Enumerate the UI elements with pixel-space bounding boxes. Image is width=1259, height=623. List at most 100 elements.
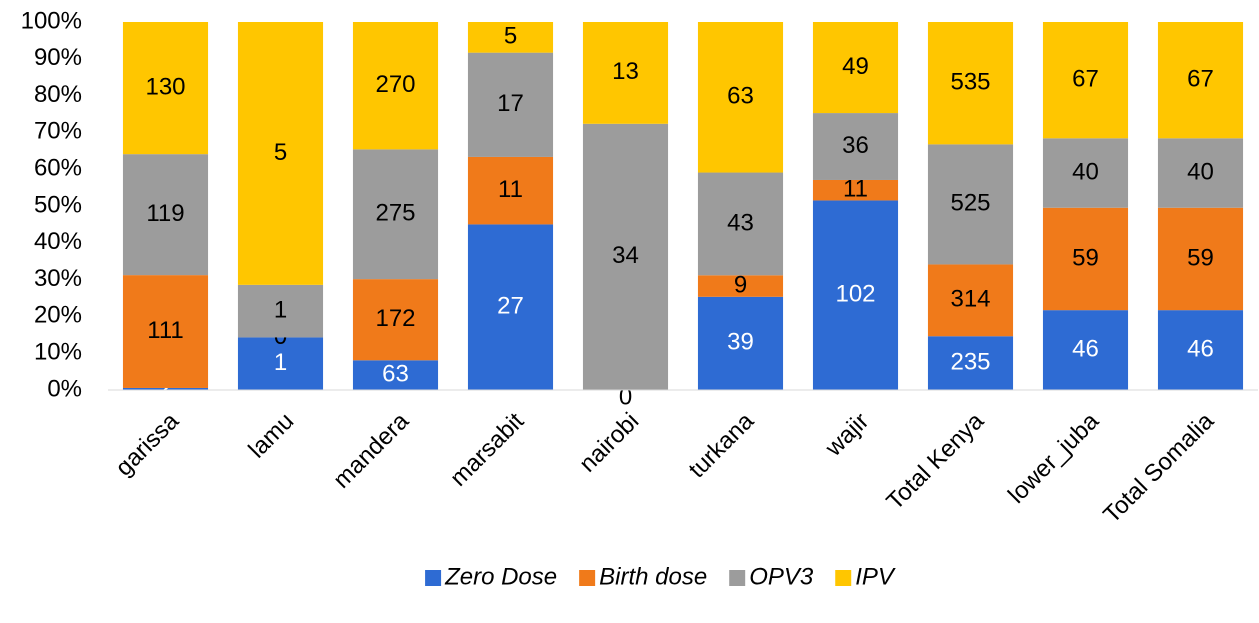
bar-segment: [237, 284, 324, 338]
x-tick-label: lower_juba: [1003, 407, 1105, 509]
data-label: 27: [497, 293, 524, 320]
x-tick-label: nairobi: [574, 408, 644, 478]
bar-segment: [582, 123, 669, 390]
data-label: 111: [147, 317, 183, 344]
legend-swatch: [729, 570, 746, 586]
bar-segment: [237, 337, 324, 390]
bar-segment: [812, 179, 899, 201]
bar-segment: [697, 22, 784, 173]
data-label: 39: [727, 329, 754, 356]
data-label: 119: [146, 200, 184, 227]
data-label: 11: [498, 176, 523, 203]
y-tick-label: 10%: [34, 339, 82, 366]
bar-segment: [467, 156, 554, 225]
bar-segment: [1042, 138, 1129, 208]
bar-segment: [467, 224, 554, 390]
x-tick-label: garissa: [110, 407, 184, 481]
bar-segment: [122, 154, 209, 276]
bar-segment: [122, 22, 209, 155]
bar-segment: [122, 275, 209, 388]
bar-segment: [352, 149, 439, 280]
bar-segment: [927, 22, 1014, 145]
bar-segment: [927, 144, 1014, 265]
data-label: 525: [950, 190, 990, 217]
data-label: 49: [842, 53, 869, 80]
bar-segment: [467, 22, 554, 53]
legend-label: Zero Dose: [444, 563, 557, 590]
x-tick-label: wajir: [820, 408, 875, 463]
bar-segment: [467, 52, 554, 157]
data-label: 270: [375, 71, 415, 98]
x-tick-label: mandera: [328, 407, 415, 494]
data-label: 5: [504, 23, 517, 50]
y-tick-label: 80%: [34, 81, 82, 108]
data-label: 5: [274, 139, 287, 166]
data-label: 59: [1072, 244, 1099, 271]
data-label: 67: [1072, 65, 1099, 92]
legend-label: IPV: [855, 563, 896, 590]
legend-swatch: [425, 570, 442, 586]
bar-segment: [697, 275, 784, 297]
data-label: 235: [950, 348, 990, 375]
bar-segment: [697, 172, 784, 276]
legend-label: OPV3: [749, 563, 814, 590]
data-label: 535: [950, 69, 990, 96]
data-label: 46: [1072, 335, 1099, 362]
bar-segment: [927, 336, 1014, 390]
bar-segment: [1042, 207, 1129, 311]
x-tick-label: Total Kenya: [881, 407, 989, 515]
x-tick-label: Total Somalia: [1098, 407, 1219, 528]
y-tick-label: 30%: [34, 265, 82, 292]
data-label: 40: [1072, 158, 1099, 185]
bar-segment: [812, 200, 899, 390]
data-label: 63: [727, 83, 754, 110]
data-label: 275: [375, 200, 415, 227]
bar-segment: [122, 387, 209, 390]
y-tick-label: 70%: [34, 118, 82, 145]
data-label: 46: [1187, 335, 1214, 362]
data-label: 9: [734, 271, 747, 298]
data-label: 13: [612, 58, 639, 85]
bar-segment: [1042, 310, 1129, 390]
x-tick-label: lamu: [243, 408, 299, 464]
bar-segment: [1157, 310, 1244, 390]
data-label: 1: [274, 296, 287, 323]
legend: Zero Dose Birth dose OPV3 IPV: [425, 563, 896, 590]
y-tick-label: 20%: [34, 302, 82, 329]
y-tick-label: 50%: [34, 191, 82, 218]
y-tick-label: 100%: [21, 7, 82, 34]
bar-segment: [237, 22, 324, 285]
bar-segment: [812, 113, 899, 180]
bar-segment: [812, 22, 899, 114]
x-tick-label: marsabit: [445, 407, 529, 491]
data-label: 102: [835, 281, 875, 308]
bar-segment: [582, 22, 669, 124]
data-label: 63: [382, 360, 409, 387]
bar-segment: [352, 360, 439, 390]
bar-segment: [352, 22, 439, 150]
y-tick-label: 60%: [34, 155, 82, 182]
y-tick-label: 0%: [47, 375, 82, 402]
data-label: 67: [1187, 65, 1214, 92]
legend-swatch: [579, 570, 596, 586]
bar-segment: [1157, 138, 1244, 208]
data-label: 314: [950, 286, 990, 313]
bar-segment: [697, 296, 784, 390]
data-label: 34: [612, 242, 639, 269]
data-label: 40: [1187, 158, 1214, 185]
bar-segment: [352, 279, 439, 361]
legend-label: Birth dose: [599, 563, 707, 590]
data-label: 130: [145, 73, 185, 100]
data-label: 43: [727, 209, 754, 236]
y-tick-label: 40%: [34, 228, 82, 255]
data-label: 17: [497, 90, 524, 117]
y-tick-label: 90%: [34, 44, 82, 71]
bar-segment: [1042, 22, 1129, 139]
bar-segment: [927, 264, 1014, 337]
data-label: 11: [843, 176, 868, 203]
data-label: 1: [274, 349, 287, 376]
data-label: 36: [842, 132, 869, 159]
data-label: 172: [375, 305, 415, 332]
bar-segment: [1157, 207, 1244, 311]
